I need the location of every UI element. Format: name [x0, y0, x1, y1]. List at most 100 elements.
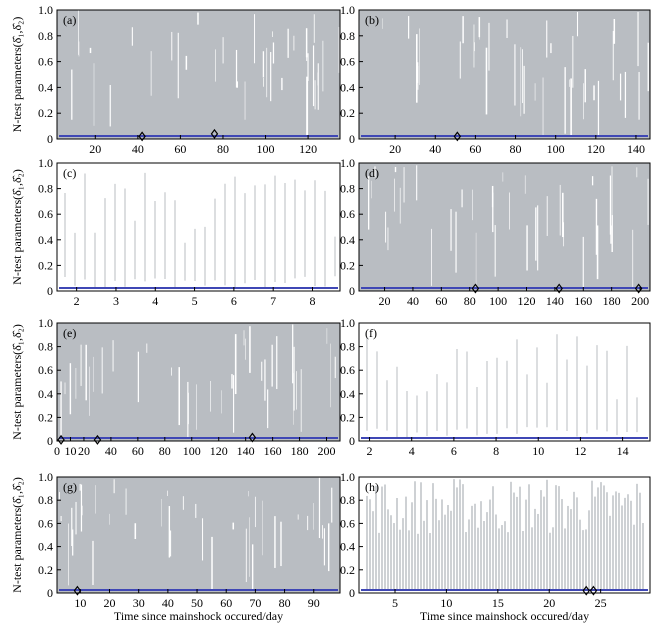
x-tick-label: 80	[464, 294, 476, 308]
plot-frame	[358, 9, 651, 140]
x-tick-label: 80	[279, 596, 291, 610]
x-tick-label: 15	[492, 596, 504, 610]
x-tick-label: 180	[291, 444, 309, 458]
y-tick-label: 0.8	[340, 340, 355, 354]
band-fill	[57, 10, 340, 139]
panel-label: (a)	[63, 13, 76, 27]
y-tick-label: 1.0	[340, 316, 355, 330]
diamond-marker	[589, 585, 598, 596]
x-tick-label: 20	[389, 142, 401, 156]
x-tick-label: 5	[392, 596, 398, 610]
diamond-marker	[634, 283, 643, 294]
y-tick-label: 0.8	[38, 493, 53, 507]
band-series	[57, 323, 340, 441]
y-tick-label: 1.0	[340, 470, 355, 484]
y-tick-label: 0.8	[38, 340, 53, 354]
x-tick-label: 140	[546, 294, 564, 308]
y-tick-label: 0.6	[340, 55, 355, 69]
y-tick-label: 0.8	[340, 493, 355, 507]
x-tick-label: 30	[133, 596, 145, 610]
y-tick-label: 0	[349, 284, 355, 298]
x-tick-label: 60	[435, 294, 447, 308]
y-tick-label: 0	[47, 284, 53, 298]
x-tick-label: 3	[113, 294, 119, 308]
y-tick-label: 0	[349, 132, 355, 146]
x-tick-label: 100	[547, 142, 565, 156]
x-tick-label: 120	[587, 142, 605, 156]
y-axis-label: N-test parameters(δ̂₁,δ̂₂)	[10, 17, 24, 133]
y-tick-label: 0.6	[38, 363, 53, 377]
y-tick-label: 0.2	[340, 106, 355, 120]
x-tick-label: 4	[409, 444, 415, 458]
y-axis-label: N-test parameters(δ̂₁,δ̂₂)	[10, 169, 24, 285]
x-tick-label: 25	[595, 596, 607, 610]
x-axis-label: Time since mainshock occured/day	[420, 609, 589, 623]
x-tick-label: 20	[78, 444, 90, 458]
y-tick-label: 0.4	[38, 540, 53, 554]
band-fill	[359, 163, 650, 291]
x-tick-label: 8	[309, 294, 315, 308]
x-tick-label: 60	[132, 444, 144, 458]
panel-label: (c)	[63, 166, 76, 180]
y-tick-label: 0	[349, 434, 355, 448]
y-tick-label: 0.2	[38, 410, 53, 424]
panel-c: 0 0.2 0.4 0.6 0.8 1.0 2 3 4 5 6 7 8 (c) N-test paramet…	[10, 156, 341, 308]
panel-h: 0 0.2 0.4 0.6 0.8 1.0 5 10 15 20 25 (h) Time since m…	[340, 470, 651, 623]
y-axis-label: N-test parameters(δ̂₁,δ̂₂)	[10, 324, 24, 440]
band-fill	[57, 477, 340, 593]
band-series	[359, 10, 650, 139]
plot-frame	[56, 9, 341, 140]
y-tick-label: 0.2	[340, 563, 355, 577]
x-tick-label: 90	[308, 596, 320, 610]
band-series	[56, 10, 340, 139]
plot-area	[359, 323, 650, 441]
x-tick-label: 160	[574, 294, 592, 308]
diamond-marker	[555, 283, 563, 294]
x-tick-label: 40	[105, 444, 117, 458]
band-series	[359, 163, 650, 291]
diamond-marker	[93, 434, 102, 445]
y-tick-label: 0	[47, 586, 53, 600]
x-tick-label: 20	[104, 596, 116, 610]
y-tick-label: 0.8	[340, 182, 355, 196]
diamond-marker	[57, 434, 65, 445]
x-tick-label: 120	[210, 444, 228, 458]
x-tick-label: 40	[132, 142, 144, 156]
x-tick-label: 40	[162, 596, 174, 610]
y-tick-label: 0.4	[38, 233, 53, 247]
y-tick-label: 1.0	[38, 3, 53, 17]
y-tick-label: 0.8	[340, 29, 355, 43]
x-tick-label: 5	[192, 294, 198, 308]
band-series	[64, 172, 336, 289]
plot-frame	[56, 476, 341, 594]
x-axis-label: Time since mainshock occured/day	[114, 609, 283, 623]
y-tick-label: 0.2	[38, 258, 53, 272]
diamond-marker	[453, 131, 462, 142]
y-tick-label: 0.6	[38, 516, 53, 530]
x-tick-label: 8	[493, 444, 499, 458]
panel-label: (g)	[63, 480, 77, 494]
y-tick-label: 0.6	[340, 207, 355, 221]
plot-frame	[56, 322, 341, 442]
panel-label: (f)	[365, 326, 377, 340]
x-tick-label: 50	[191, 596, 203, 610]
x-tick-label: 10	[532, 444, 544, 458]
x-tick-label: 60	[469, 142, 481, 156]
diamond-marker	[210, 128, 219, 139]
panel-label: (d)	[365, 166, 379, 180]
x-tick-label: 100	[489, 294, 507, 308]
panel-g: 0 0.2 0.4 0.6 0.8 1.0 10 20 30 40 50 60 70 80 90 (g) N-t…	[10, 470, 341, 623]
y-tick-label: 0	[47, 132, 53, 146]
x-tick-label: 20	[543, 596, 555, 610]
y-tick-label: 0.6	[38, 55, 53, 69]
y-axis-label: N-test parameters(δ̂₁,δ̂₂)	[10, 477, 24, 593]
x-tick-label: 6	[451, 444, 457, 458]
plot-area	[57, 163, 340, 291]
diamond-marker	[471, 283, 480, 294]
x-tick-label: 0	[54, 444, 60, 458]
y-tick-label: 1.0	[38, 470, 53, 484]
panel-b: 0 0.2 0.4 0.6 0.8 1.0 20 40 60 80 100 120 140 (b)	[340, 3, 651, 156]
panel-label: (b)	[365, 13, 379, 27]
band-fill	[359, 10, 650, 139]
band-series	[366, 334, 638, 439]
